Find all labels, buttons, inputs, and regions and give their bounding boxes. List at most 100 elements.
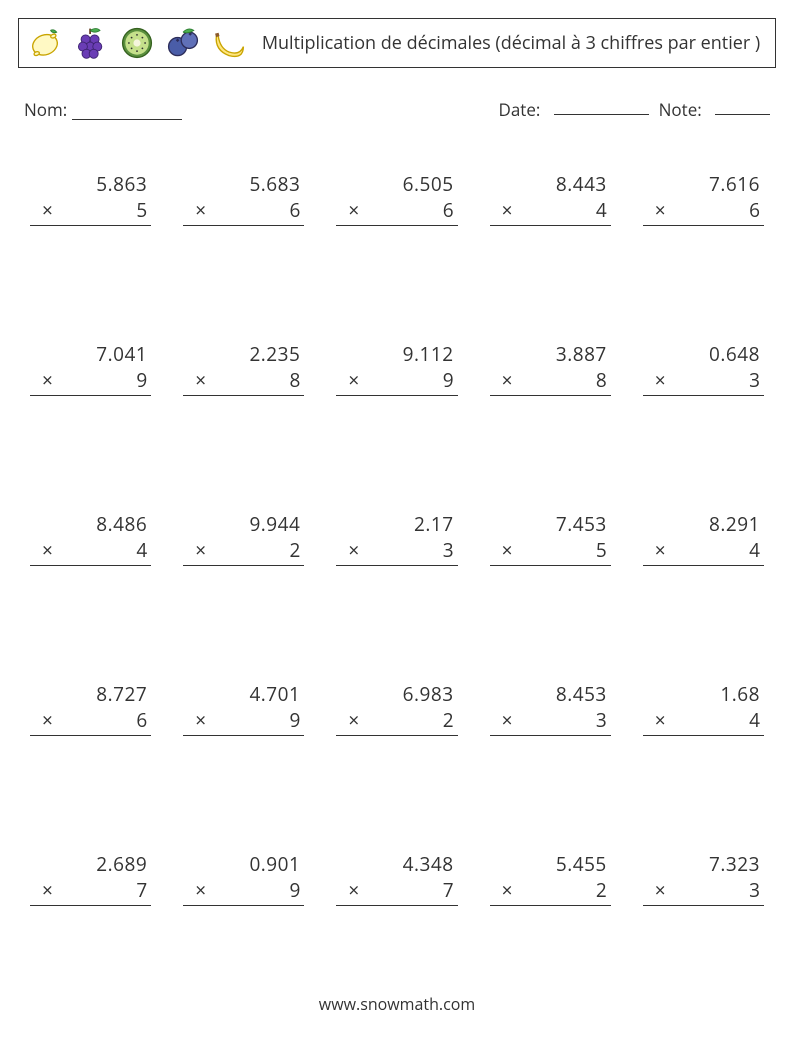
- name-blank[interactable]: [72, 97, 182, 120]
- multiplier-row: ×2: [183, 537, 304, 563]
- operator: ×: [195, 197, 206, 223]
- multiplicand: 5.863: [96, 171, 151, 197]
- problem: 7.041×9: [30, 341, 151, 396]
- multiplier-row: ×4: [490, 197, 611, 223]
- multiplier: 4: [136, 537, 147, 563]
- multiplier-row: ×4: [30, 537, 151, 563]
- multiplier-row: ×3: [643, 877, 764, 903]
- multiplier-row: ×2: [336, 707, 457, 733]
- multiplier: 3: [596, 707, 607, 733]
- multiplier: 4: [596, 197, 607, 223]
- problems-grid: 5.863×55.683×66.505×68.443×47.616×67.041…: [18, 171, 776, 906]
- problem: 8.291×4: [643, 511, 764, 566]
- multiplier-row: ×9: [183, 707, 304, 733]
- multiplier-row: ×6: [336, 197, 457, 223]
- operator: ×: [502, 537, 513, 563]
- multiplier: 2: [290, 537, 301, 563]
- problem-rule: [336, 735, 457, 736]
- multiplier: 9: [443, 367, 454, 393]
- problem: 7.323×3: [643, 851, 764, 906]
- multiplicand: 8.486: [96, 511, 151, 537]
- operator: ×: [348, 367, 359, 393]
- multiplicand: 7.453: [556, 511, 611, 537]
- problem-rule: [490, 735, 611, 736]
- multiplier: 3: [749, 877, 760, 903]
- multiplicand: 6.983: [403, 681, 458, 707]
- problem-rule: [490, 225, 611, 226]
- problem: 2.689 × 7: [30, 851, 151, 906]
- multiplier: 8: [290, 367, 301, 393]
- problem: 7.616×6: [643, 171, 764, 226]
- operator: ×: [502, 197, 513, 223]
- operator: ×: [195, 367, 206, 393]
- multiplier: 9: [290, 877, 301, 903]
- operator: ×: [655, 197, 666, 223]
- multiplier-row: ×4: [643, 537, 764, 563]
- blueberries-icon: [165, 25, 201, 61]
- problem-rule: [490, 565, 611, 566]
- multiplicand: 7.323: [709, 851, 764, 877]
- problem: 4.348×7: [336, 851, 457, 906]
- problem: 6.983×2: [336, 681, 457, 736]
- multiplicand: 8.291: [709, 511, 764, 537]
- note-blank[interactable]: [715, 114, 770, 115]
- multiplier-row: ×4: [643, 707, 764, 733]
- operator: ×: [42, 367, 53, 393]
- operator: ×: [195, 537, 206, 563]
- multiplier: 3: [749, 367, 760, 393]
- operator: ×: [655, 537, 666, 563]
- problem: 5.455×2: [490, 851, 611, 906]
- date-label: Date:: [499, 98, 541, 121]
- date-field: Date:: [499, 98, 649, 121]
- name-field: Nom:: [24, 98, 182, 121]
- problem: 8.453×3: [490, 681, 611, 736]
- multiplier-row: ×7: [336, 877, 457, 903]
- multiplier-row: ×3: [490, 707, 611, 733]
- multiplier: 7: [136, 877, 147, 903]
- problem: 9.944×2: [183, 511, 304, 566]
- multiplicand: 2.689: [96, 851, 151, 877]
- problem: 0.901×9: [183, 851, 304, 906]
- multiplier: 6: [443, 197, 454, 223]
- problem-rule: [183, 225, 304, 226]
- operator: ×: [502, 707, 513, 733]
- problem-rule: [183, 565, 304, 566]
- problem: 1.68×4: [643, 681, 764, 736]
- problem-rule: [336, 905, 457, 906]
- kiwi-icon: [119, 25, 155, 61]
- multiplier-row: ×5: [30, 197, 151, 223]
- multiplier: 8: [596, 367, 607, 393]
- multiplier-row: ×3: [643, 367, 764, 393]
- problem-rule: [30, 735, 151, 736]
- name-label: Nom:: [24, 98, 67, 121]
- multiplier-row: ×2: [490, 877, 611, 903]
- operator: ×: [42, 877, 53, 903]
- grapes-icon: [73, 25, 109, 61]
- lemon-icon: [27, 25, 63, 61]
- multiplicand: 5.455: [556, 851, 611, 877]
- multiplier: 2: [596, 877, 607, 903]
- multiplicand: 4.701: [249, 681, 304, 707]
- problem-rule: [643, 735, 764, 736]
- operator: ×: [42, 197, 53, 223]
- worksheet-page: Multiplication de décimales (décimal à 3…: [0, 0, 794, 1053]
- fruit-icons: [19, 19, 247, 67]
- footer-url: www.snowmath.com: [0, 993, 794, 1015]
- problem: 5.683×6: [183, 171, 304, 226]
- operator: ×: [655, 367, 666, 393]
- problem: 8.443×4: [490, 171, 611, 226]
- operator: ×: [195, 877, 206, 903]
- multiplicand: 2.235: [249, 341, 304, 367]
- worksheet-title: Multiplication de décimales (décimal à 3…: [247, 19, 775, 67]
- multiplier: 9: [290, 707, 301, 733]
- multiplicand: 9.944: [249, 511, 304, 537]
- problem: 7.453×5: [490, 511, 611, 566]
- problem-rule: [490, 395, 611, 396]
- multiplier-row: ×6: [30, 707, 151, 733]
- date-blank[interactable]: [554, 114, 649, 115]
- problem-rule: [30, 395, 151, 396]
- multiplier: 6: [749, 197, 760, 223]
- problem-rule: [336, 565, 457, 566]
- problem-rule: [183, 735, 304, 736]
- multiplicand: 0.648: [709, 341, 764, 367]
